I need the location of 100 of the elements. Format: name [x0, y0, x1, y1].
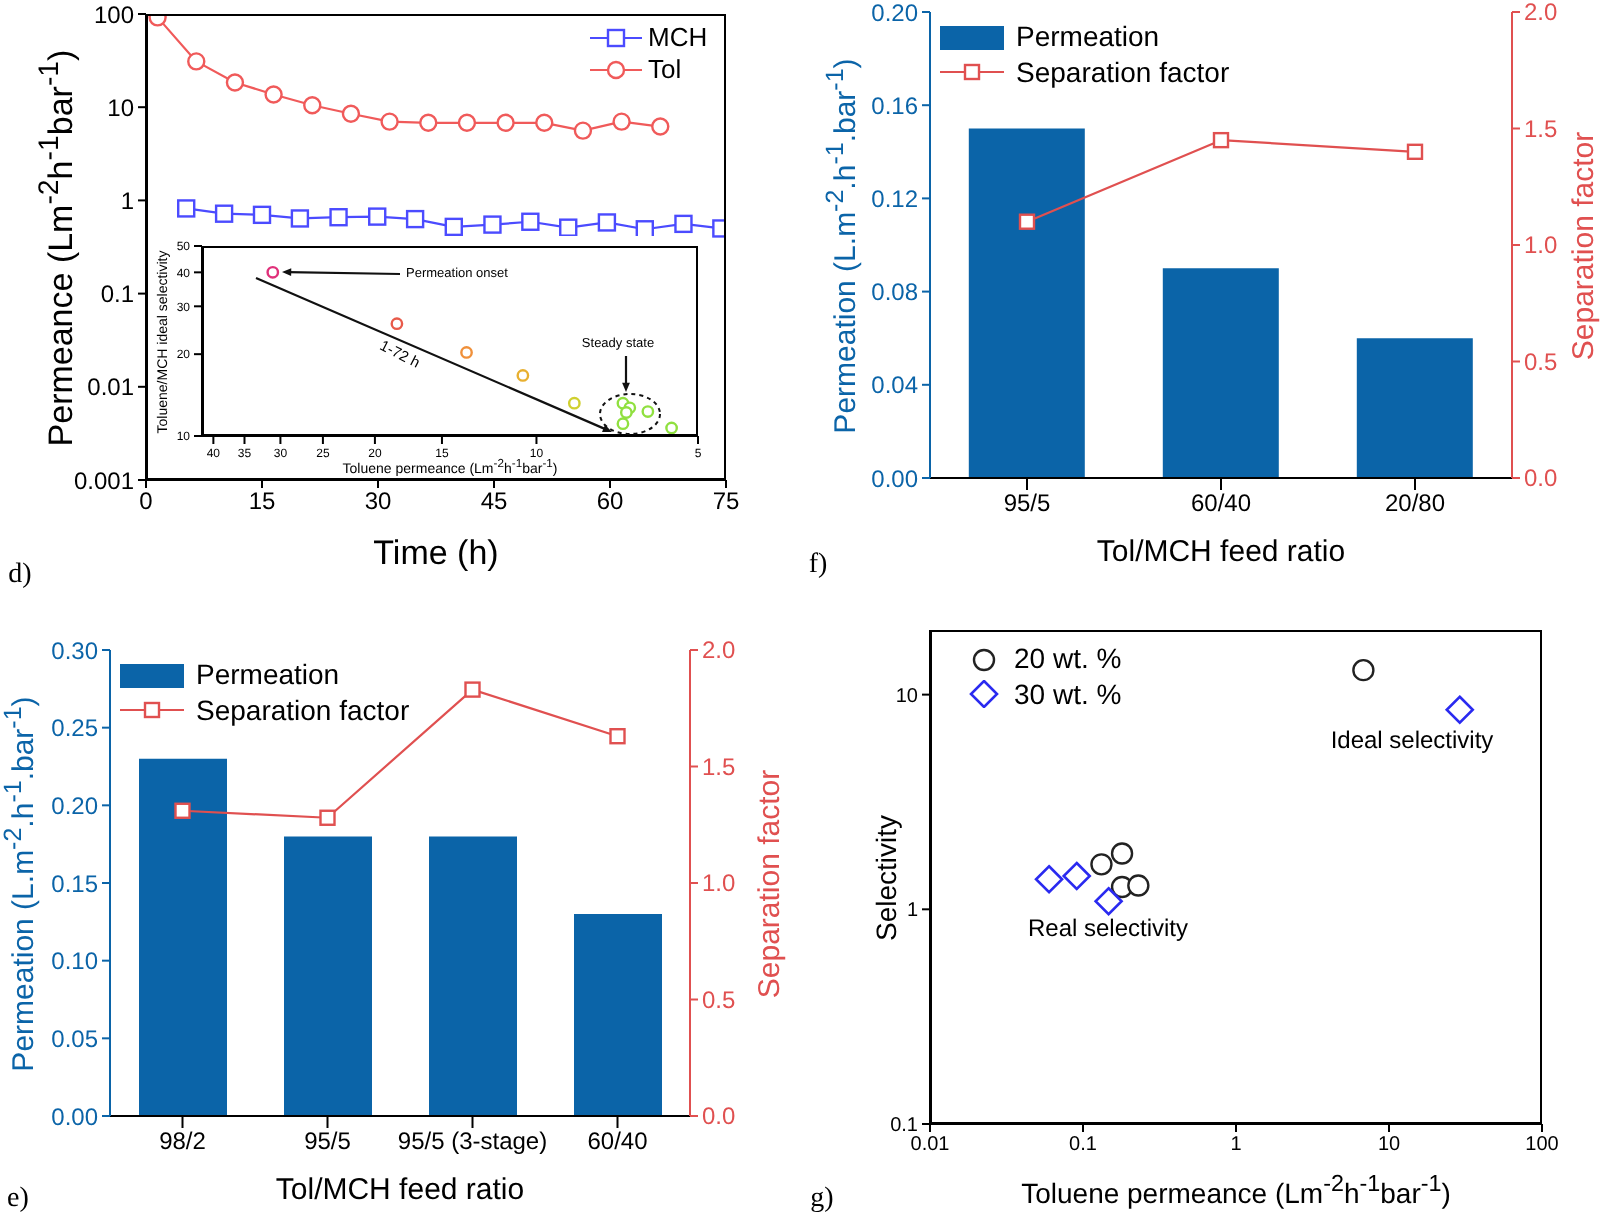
y-tick-label: 0.30 [51, 636, 99, 665]
point [1406, 143, 1424, 160]
y-tick-label: 1 [120, 186, 135, 215]
legend-label: 30 wt. % [1014, 677, 1122, 712]
text: e) [7, 1184, 29, 1216]
x-axis-title: Tol/MCH feed ratio [1096, 535, 1346, 569]
y-tick-label: 0.10 [51, 947, 99, 976]
legend-label: Separation factor [1016, 55, 1230, 90]
legend-label: MCH [648, 22, 708, 55]
x-tick-label: 20/80 [1384, 489, 1446, 518]
y2-tick-label: 1.5 [1524, 114, 1559, 143]
x-tick-label: 100 [1525, 1134, 1560, 1157]
y2-tick-label: 1.0 [702, 869, 737, 897]
point [252, 205, 272, 225]
x-tick-label: 0 [139, 487, 154, 516]
y-tick-label: 0.00 [871, 464, 919, 493]
annotation: Ideal selectivity [1330, 726, 1494, 754]
bar [574, 914, 662, 1116]
x-tick-label: 98/2 [159, 1127, 207, 1156]
x-tick-label: 10 [1377, 1134, 1401, 1157]
y-tick-label: 0.20 [871, 0, 919, 27]
y2-tick-label: 1.5 [702, 752, 737, 781]
x-tick-label: 30 [364, 487, 392, 516]
y-tick-label: 0.05 [51, 1024, 99, 1053]
x-tick-label: 0.01 [910, 1134, 951, 1157]
bar [139, 758, 227, 1116]
y2-tick-label: 2.0 [1524, 0, 1559, 26]
point [174, 802, 191, 819]
x-tick-label: 75 [712, 487, 740, 516]
x-axis-title: Tol/MCH feed ratio [275, 1173, 525, 1207]
y-tick-label: 0.001 [73, 466, 135, 495]
bar [429, 836, 517, 1116]
y2-tick-label: 0.0 [1524, 464, 1559, 492]
point [559, 218, 578, 237]
y-tick-label: 0.15 [51, 869, 99, 898]
point [612, 112, 631, 131]
x-axis-title: Toluene permeance (Lm$^{-2}$h$^{-1}$bar$^{-1}$) [1021, 1171, 1451, 1209]
y-tick-label: 0.12 [871, 184, 919, 213]
point [290, 209, 310, 228]
legend-label: Permeation [196, 658, 340, 693]
x-tick-label: 95/5 [304, 1127, 352, 1156]
point [214, 204, 234, 223]
point [496, 113, 515, 133]
legend-label: Tol [648, 54, 682, 87]
y-tick-label: 100 [93, 0, 135, 29]
y-tick-label: 0.1 [100, 280, 135, 309]
point [457, 113, 477, 133]
y-tick-label: 0.04 [871, 371, 919, 400]
x-tick-label: 60 [596, 487, 624, 516]
y-tick-label: 10 [107, 93, 135, 122]
point [329, 208, 348, 227]
point [483, 215, 502, 234]
point [225, 73, 245, 92]
point [341, 104, 361, 123]
point [573, 121, 593, 140]
text: d) [8, 560, 32, 592]
text: f) [808, 550, 828, 582]
x-tick-label: 1 [1230, 1134, 1243, 1157]
x-tick-label: 15 [248, 487, 276, 516]
point [419, 113, 438, 133]
point [609, 728, 626, 745]
x-axis-title: Time (h) [373, 534, 499, 574]
point [597, 213, 617, 232]
point [651, 117, 670, 136]
point [405, 209, 425, 229]
y-tick-label: 0.01 [87, 373, 135, 402]
point [264, 85, 283, 104]
point [521, 212, 540, 231]
point [380, 112, 399, 131]
y-tick-label: 1 [906, 900, 919, 923]
legend-label: 20 wt. % [1014, 642, 1122, 677]
bar [1162, 268, 1279, 478]
bar [968, 128, 1085, 478]
y2-axis-title: Separation factor [753, 768, 787, 998]
y2-tick-label: 0.5 [702, 985, 737, 1014]
point [674, 214, 693, 234]
x-tick-label: 95/5 [1003, 489, 1051, 518]
y2-tick-label: 0.5 [1524, 347, 1559, 376]
x-tick-label: 95/5 (3-stage) [397, 1127, 548, 1156]
point [303, 96, 322, 115]
bar [1356, 338, 1473, 478]
point [177, 199, 196, 218]
y2-tick-label: 1.0 [1524, 231, 1559, 259]
y2-tick-label: 0.0 [702, 1102, 737, 1130]
point [187, 52, 206, 71]
y-tick-label: 0.25 [51, 714, 99, 743]
x-tick-label: 60/40 [587, 1127, 649, 1156]
point [368, 207, 387, 226]
x-tick-label: 0.1 [1069, 1134, 1098, 1157]
y2-tick-label: 2.0 [702, 636, 737, 664]
bar [284, 836, 372, 1116]
text: g) [810, 1184, 834, 1216]
y-tick-label: 10 [895, 685, 919, 708]
point [535, 113, 554, 133]
annotation: Real selectivity [1027, 914, 1189, 942]
y-axis-title: Selectivity [870, 813, 902, 941]
y2-axis-title: Separation factor [1567, 130, 1600, 360]
legend-label: Permeation [1016, 20, 1160, 55]
point [1212, 131, 1230, 149]
x-tick-label: 60/40 [1190, 489, 1252, 518]
